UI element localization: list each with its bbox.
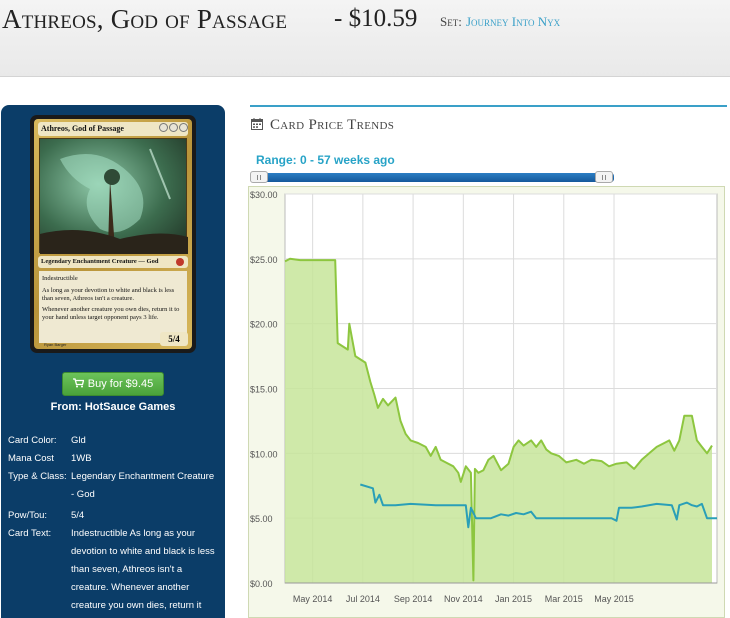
card-image-title: Athreos, God of Passage [38,122,188,136]
range-label: Range: 0 - 57 weeks ago [256,153,395,167]
seller-name: From: HotSauce Games [50,401,176,413]
detail-label: Mana Cost [8,453,54,464]
series-line-0 [284,257,713,582]
detail-value: Legendary Enchantment Creature - God [71,471,215,500]
detail-label: Card Text: [8,528,52,539]
detail-label: Pow/Tou: [8,510,48,521]
card-price: - $10.59 [334,5,418,32]
card-artist: Ryan Barger [44,342,67,347]
y-tick-label: $25.00 [250,255,278,265]
card-art [39,138,188,254]
page-header: Athreos, God of Passage - $10.59 Set: Jo… [0,0,730,77]
buy-button[interactable]: Buy for $9.45 [62,372,164,396]
calendar-icon [251,118,263,130]
price-trends-title: Card Price Trends [270,117,395,133]
card-image: Athreos, God of Passage Legendary Enchan… [30,115,196,353]
price-chart[interactable]: $0.00 $5.00 $10.00 $15.00 $20.00 $25.00 $30.00… [248,186,725,618]
x-tick-label: May 2015 [594,594,634,604]
y-tick-label: $0.00 [250,579,273,589]
set-symbol-icon [176,258,184,266]
series-area [285,258,712,583]
detail-label: Type & Class: [8,471,67,482]
series-line-1 [360,483,717,529]
x-tick-label: May 2014 [293,594,333,604]
card-title: Athreos, God of Passage [2,4,288,34]
card-sidebar: Athreos, God of Passage Legendary Enchan… [1,105,225,618]
mana-symbols [158,123,188,134]
x-tick-label: Jul 2014 [346,594,380,604]
set-link[interactable]: Journey Into Nyx [466,14,561,29]
x-tick-label: Sep 2014 [394,594,433,604]
x-tick-label: Jan 2015 [495,594,532,604]
y-tick-label: $15.00 [250,385,278,395]
buy-button-label: Buy for $9.45 [87,378,154,390]
detail-label: Card Color: [8,435,57,446]
detail-value: Indestructible As long as your devotion … [71,528,215,611]
y-tick-label: $10.00 [250,449,278,459]
section-divider [250,105,727,107]
card-image-type: Legendary Enchantment Creature — God [38,256,188,268]
range-slider[interactable] [250,171,614,183]
y-tick-label: $20.00 [250,320,278,330]
detail-value: 5/4 [71,510,85,521]
x-tick-label: Nov 2014 [444,594,483,604]
range-slider-handle-start[interactable] [250,171,268,183]
cart-icon [72,378,85,388]
detail-value: Gld [71,435,86,446]
y-tick-label: $30.00 [250,190,278,200]
set-label: Set: [440,14,462,29]
detail-value: 1WB [71,453,92,464]
x-tick-label: Mar 2015 [545,594,583,604]
range-slider-handle-end[interactable] [595,171,613,183]
y-tick-label: $5.00 [250,514,273,524]
card-image-rules: Indestructible As long as your devotion … [39,271,187,343]
card-image-pt: 5/4 [160,332,188,346]
